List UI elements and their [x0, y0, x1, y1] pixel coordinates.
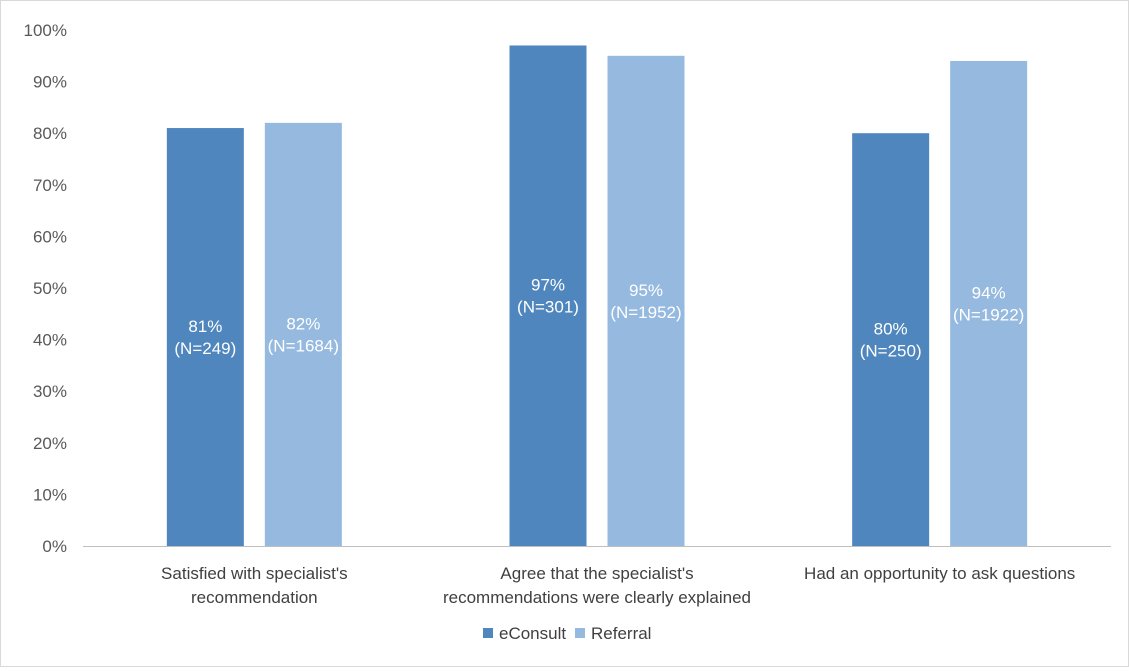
- legend-item: eConsult: [483, 624, 566, 643]
- data-label: 95%: [629, 281, 663, 300]
- data-label: (N=249): [174, 339, 236, 358]
- y-tick-label: 50%: [33, 279, 67, 298]
- bar-econsult: [509, 45, 587, 546]
- data-label: 82%: [286, 314, 320, 333]
- y-tick-label: 0%: [42, 537, 67, 556]
- y-axis: 0% 10% 20% 30% 40% 50% 60% 70% 80% 90% 100%: [24, 21, 67, 556]
- data-label: 80%: [874, 320, 908, 339]
- legend-label: Referral: [591, 624, 651, 643]
- bars: [166, 45, 1028, 547]
- data-label: (N=1952): [610, 303, 681, 322]
- data-labels: 81% (N=249) 82% (N=1684) 97% (N=301) 95% (N=195…: [174, 276, 1024, 361]
- bar-referral: [264, 122, 342, 546]
- y-tick-label: 60%: [33, 227, 67, 246]
- category-label: Had an opportunity to ask questions: [804, 564, 1075, 583]
- bar-econsult: [166, 128, 244, 546]
- y-tick-label: 40%: [33, 331, 67, 350]
- legend-item: Referral: [575, 624, 651, 643]
- bar-referral: [950, 60, 1028, 547]
- y-tick-label: 100%: [24, 21, 67, 40]
- data-label: (N=1922): [953, 305, 1024, 324]
- data-label: 97%: [531, 276, 565, 295]
- data-label: 81%: [188, 317, 222, 336]
- data-label: 94%: [972, 283, 1006, 302]
- y-tick-label: 90%: [33, 73, 67, 92]
- legend-swatch: [483, 628, 493, 638]
- data-label: (N=301): [517, 298, 579, 317]
- legend-swatch: [575, 628, 585, 638]
- y-tick-label: 30%: [33, 382, 67, 401]
- data-label: (N=1684): [268, 336, 339, 355]
- y-tick-label: 20%: [33, 434, 67, 453]
- category-label: recommendation: [191, 588, 318, 607]
- category-label: Satisfied with specialist's: [161, 564, 348, 583]
- bar-econsult: [852, 133, 930, 546]
- legend: eConsult Referral: [483, 624, 651, 643]
- legend-label: eConsult: [499, 624, 566, 643]
- bar-referral: [607, 55, 685, 547]
- category-label: Agree that the specialist's: [500, 564, 693, 583]
- x-axis: Satisfied with specialist's recommendatio…: [161, 564, 1075, 607]
- y-tick-label: 70%: [33, 176, 67, 195]
- y-tick-label: 10%: [33, 485, 67, 504]
- data-label: (N=250): [860, 342, 922, 361]
- y-tick-label: 80%: [33, 124, 67, 143]
- category-label: recommendations were clearly explained: [443, 588, 751, 607]
